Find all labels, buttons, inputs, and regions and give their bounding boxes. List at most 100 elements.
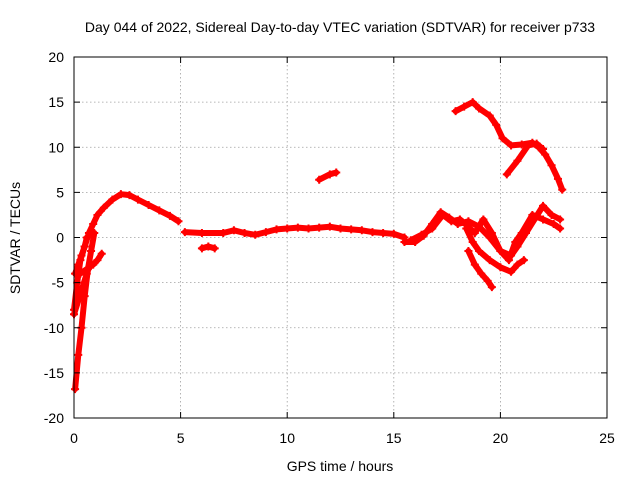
data-point xyxy=(77,251,86,260)
data-point xyxy=(78,283,87,292)
data-point xyxy=(332,168,341,177)
data-point xyxy=(261,228,270,237)
data-point xyxy=(315,175,324,184)
data-point xyxy=(80,242,89,251)
data-point xyxy=(511,238,520,247)
data-point xyxy=(197,228,206,237)
data-point xyxy=(556,215,565,224)
data-point xyxy=(116,190,125,199)
data-point xyxy=(325,170,334,179)
axis-ticks: 0 5 10 15 20 25 -20 -15 -10 -5 0 5 10 15 20 xyxy=(44,49,615,446)
data-point xyxy=(82,265,91,274)
data-point xyxy=(519,256,528,265)
data-point xyxy=(513,260,522,269)
data-point xyxy=(556,224,565,233)
data-point xyxy=(406,236,415,245)
data-point xyxy=(74,350,83,359)
data-point xyxy=(462,224,471,233)
data-point xyxy=(477,269,486,278)
data-point xyxy=(541,150,550,159)
data-point xyxy=(125,191,134,200)
data-point xyxy=(89,260,98,269)
x-tick-label: 15 xyxy=(386,430,402,446)
data-point xyxy=(507,141,516,150)
y-tick-label: 15 xyxy=(48,94,64,110)
data-point xyxy=(93,256,102,265)
data-point xyxy=(229,226,238,235)
data-point xyxy=(447,217,456,226)
data-point xyxy=(428,224,437,233)
data-point xyxy=(539,201,548,210)
data-point xyxy=(389,229,398,238)
y-tick-label: -5 xyxy=(52,275,65,291)
data-point xyxy=(464,247,473,256)
data-point xyxy=(108,195,117,204)
x-tick-label: 0 xyxy=(70,430,78,446)
data-point xyxy=(93,210,102,219)
data-point xyxy=(547,161,556,170)
y-tick-label: 0 xyxy=(56,230,64,246)
y-tick-label: 10 xyxy=(48,139,64,155)
data-point xyxy=(475,104,484,113)
data-point xyxy=(528,210,537,219)
data-point xyxy=(325,222,334,231)
data-point xyxy=(438,210,447,219)
data-point xyxy=(71,385,80,394)
data-point xyxy=(460,102,469,111)
y-tick-label: 5 xyxy=(56,184,64,200)
data-point xyxy=(502,170,511,179)
data-point xyxy=(492,120,501,129)
data-point xyxy=(547,210,556,219)
y-tick-label: 20 xyxy=(48,49,64,65)
data-point xyxy=(133,195,142,204)
y-tick-label: -10 xyxy=(44,320,64,336)
data-point xyxy=(87,247,96,256)
data-point xyxy=(400,238,409,247)
data-point xyxy=(368,228,377,237)
data-point xyxy=(304,224,313,233)
data-point xyxy=(468,98,477,107)
data-point xyxy=(180,228,189,237)
data-point xyxy=(487,228,496,237)
y-axis-label: SDTVAR / TECUs xyxy=(7,182,23,294)
data-point xyxy=(293,223,302,232)
data-point xyxy=(74,260,83,269)
data-point xyxy=(155,206,164,215)
data-point xyxy=(315,223,324,232)
data-point xyxy=(498,134,507,143)
data-point xyxy=(165,211,174,220)
data-point xyxy=(451,107,460,116)
data-point xyxy=(99,203,108,212)
data-point xyxy=(507,267,516,276)
data-point xyxy=(470,228,479,237)
data-point xyxy=(71,269,80,278)
x-tick-label: 10 xyxy=(279,430,295,446)
data-point xyxy=(475,247,484,256)
data-point xyxy=(204,242,213,251)
data-point xyxy=(549,219,558,228)
data-point xyxy=(74,296,83,305)
data-point xyxy=(251,230,260,239)
y-tick-label: -20 xyxy=(44,410,64,426)
data-point xyxy=(455,215,464,224)
data-point xyxy=(485,256,494,265)
x-tick-label: 5 xyxy=(177,430,185,446)
chart-title: Day 044 of 2022, Sidereal Day-to-day VTE… xyxy=(85,19,595,35)
data-point xyxy=(417,230,426,239)
data-point xyxy=(347,225,356,234)
data-point xyxy=(197,244,206,253)
data-point xyxy=(539,215,548,224)
data-series xyxy=(70,98,567,394)
data-point xyxy=(379,228,388,237)
data-point xyxy=(558,185,567,194)
data-point xyxy=(89,219,98,228)
data-point xyxy=(219,228,228,237)
series-wave-3 xyxy=(463,225,527,275)
data-point xyxy=(283,224,292,233)
data-point xyxy=(90,228,99,237)
data-point xyxy=(504,256,513,265)
data-point xyxy=(240,228,249,237)
data-point xyxy=(487,283,496,292)
data-point xyxy=(513,156,522,165)
